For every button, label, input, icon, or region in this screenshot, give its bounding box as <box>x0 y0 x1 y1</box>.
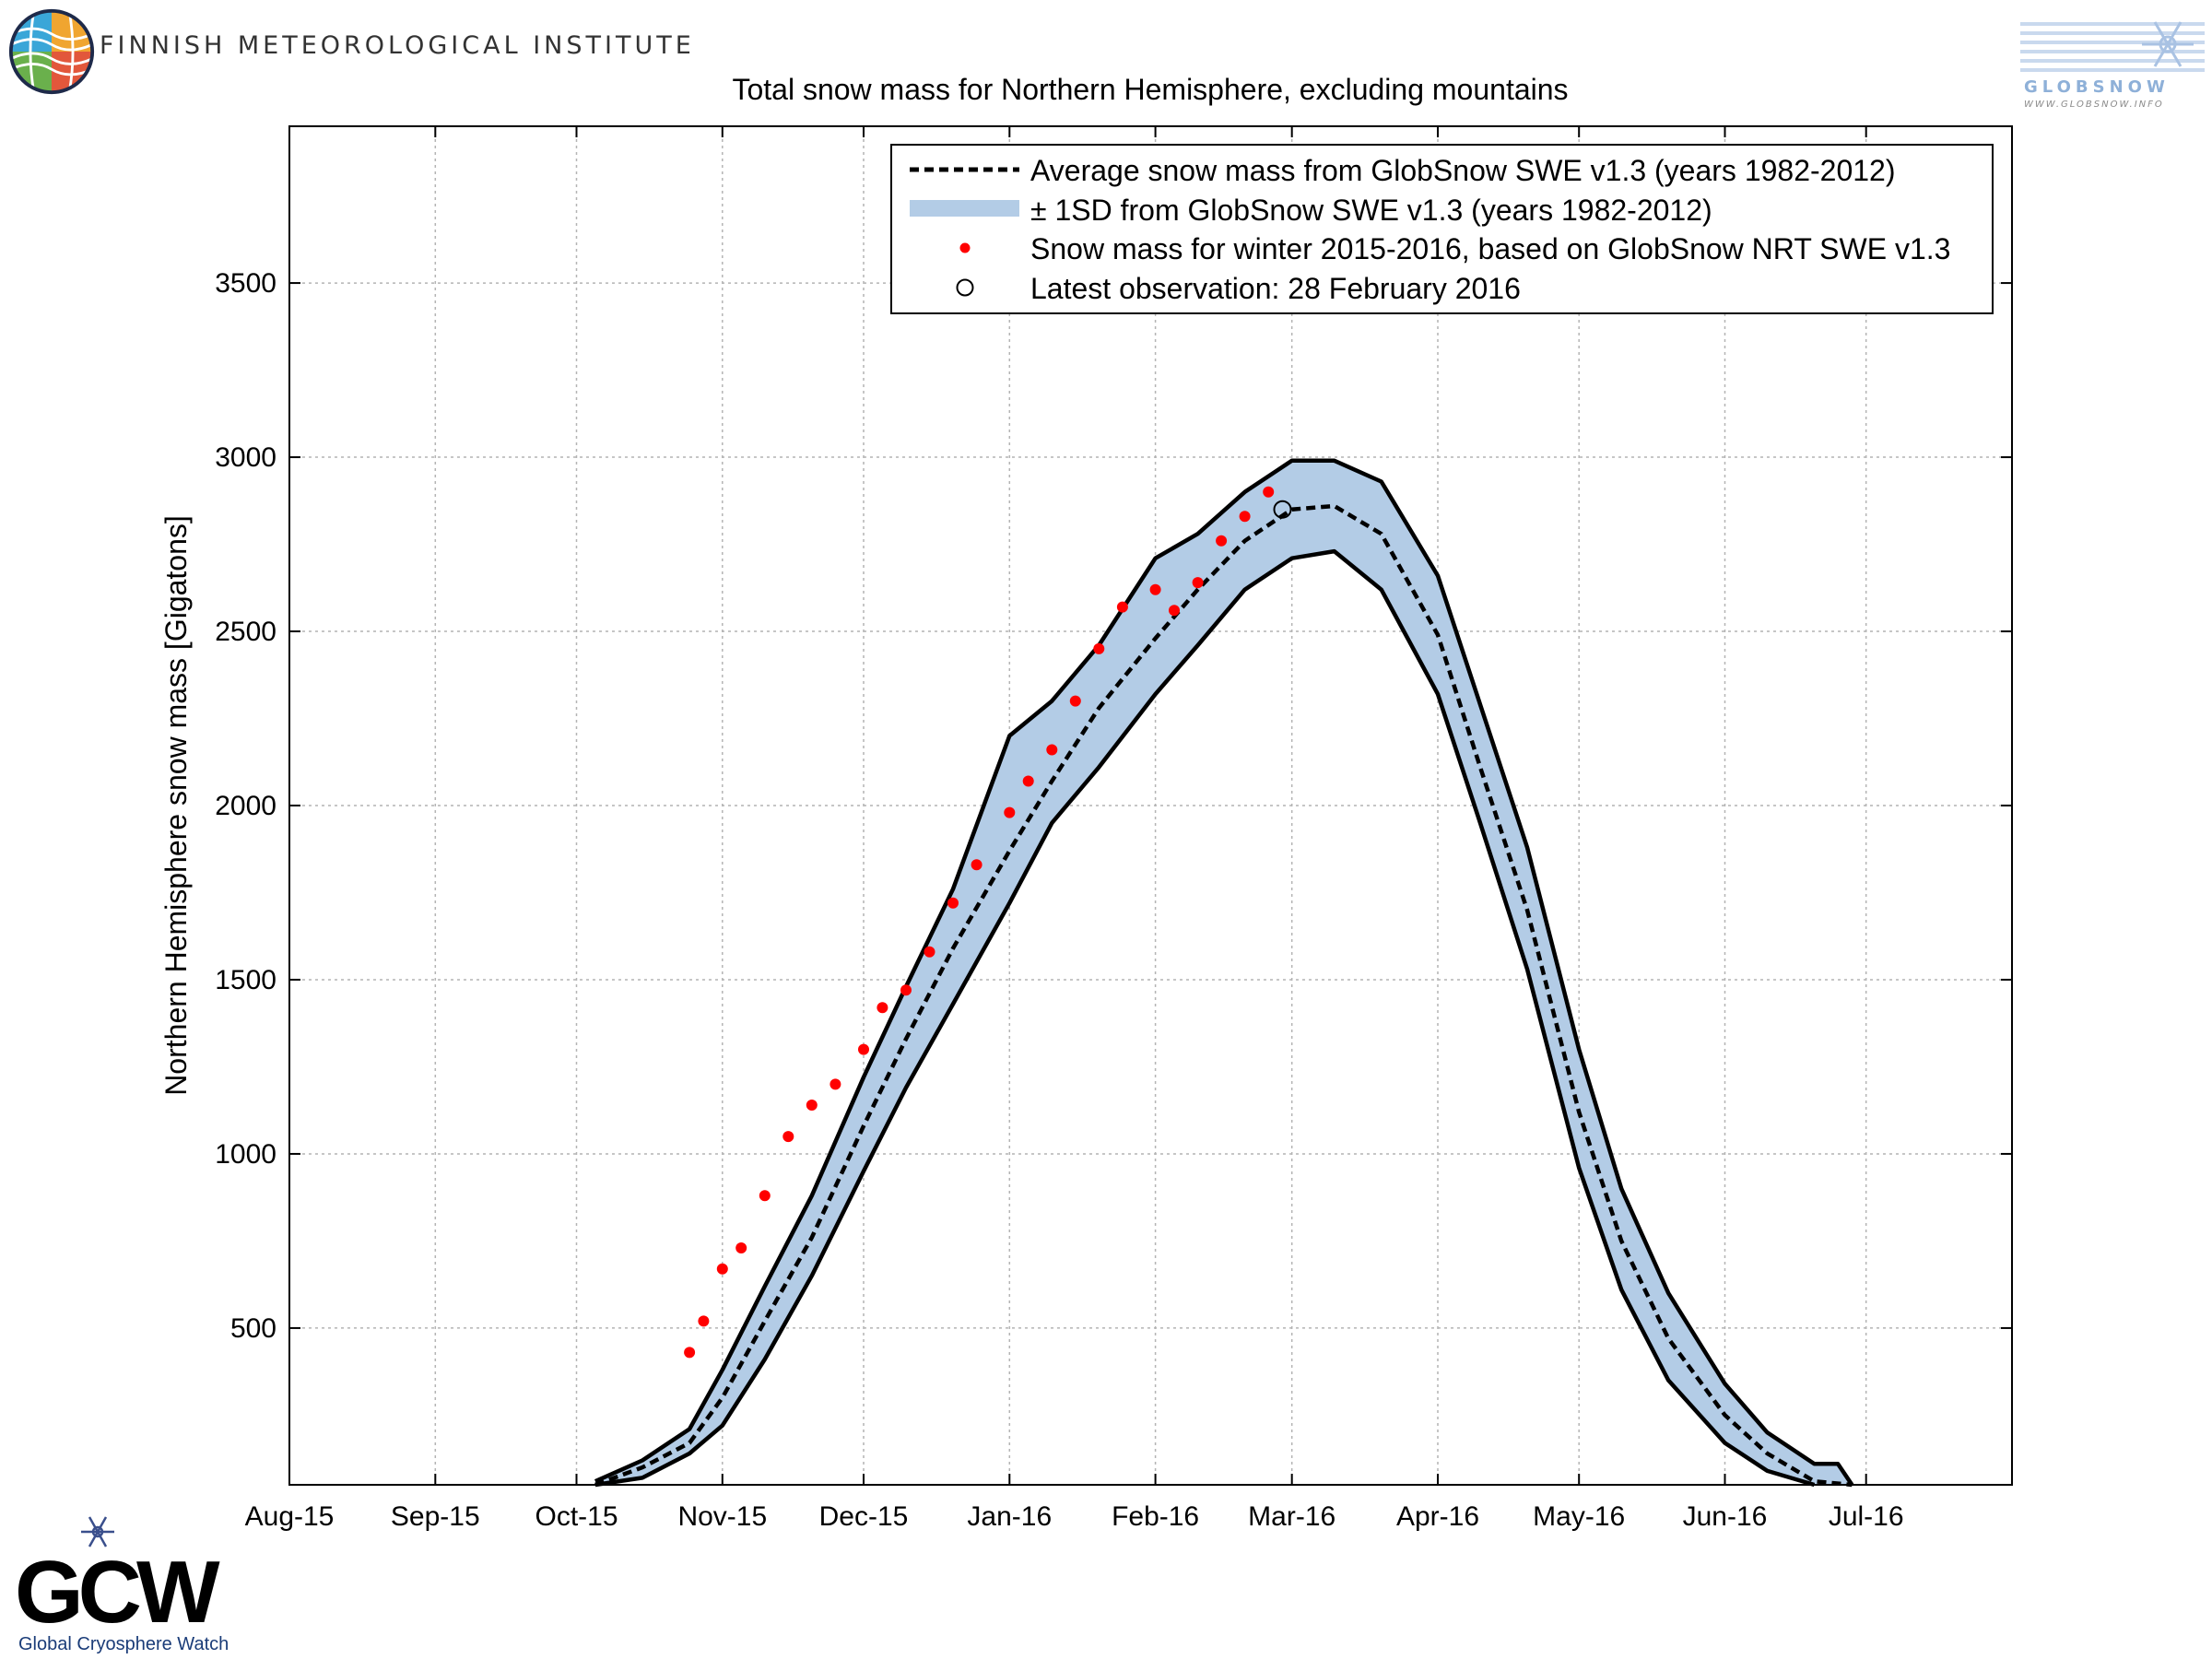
observation-point <box>830 1078 841 1090</box>
tick-label-layer: Aug-15 Sep-15 Oct-15 Nov-15 Dec-15 Jan-16 Feb-… <box>215 268 1903 1532</box>
legend-swatch-band <box>910 200 1019 217</box>
latest-observation-marker <box>1273 500 1292 519</box>
y-tick-label: 1000 <box>215 1139 276 1170</box>
x-tick-label: Dec-15 <box>819 1501 909 1532</box>
observation-point <box>1069 695 1081 707</box>
legend-swatch-latest <box>956 278 974 297</box>
x-tick-label: Feb-16 <box>1112 1501 1199 1532</box>
y-tick-label: 1500 <box>215 965 276 995</box>
x-tick-label: Jun-16 <box>1683 1501 1768 1532</box>
observation-point <box>759 1190 771 1202</box>
globsnow-logo: GLOBSNOW WWW.GLOBSNOW.INFO <box>2020 21 2205 110</box>
tick-layer <box>288 126 2012 1485</box>
legend-label-mean: Average snow mass from GlobSnow SWE v1.3… <box>1030 154 1896 187</box>
gcw-wordmark: GCW <box>15 1543 220 1641</box>
y-tick-label: 2500 <box>215 617 276 647</box>
observation-point <box>716 1263 728 1275</box>
y-axis-label: Northern Hemisphere snow mass [Gigatons] <box>159 515 193 1096</box>
observation-point <box>806 1100 818 1111</box>
legend: Average snow mass from GlobSnow SWE v1.3… <box>890 144 1994 314</box>
gcw-logo: GCW Global Cryosphere Watch <box>15 1516 229 1654</box>
x-tick-label: Sep-15 <box>391 1501 480 1532</box>
observation-point <box>1093 642 1105 654</box>
observation-point <box>900 984 912 996</box>
sd-band-layer <box>594 460 1853 1485</box>
x-tick-label: Aug-15 <box>245 1501 335 1532</box>
observation-point <box>1149 583 1161 595</box>
observation-points-layer <box>684 486 1292 1359</box>
observation-point <box>782 1131 794 1143</box>
x-tick-label: Apr-16 <box>1396 1501 1479 1532</box>
grid-layer <box>289 126 2012 1485</box>
chart-title: Total snow mass for Northern Hemisphere,… <box>732 73 1568 106</box>
sd-upper-line <box>594 458 1854 1487</box>
observation-point <box>1046 744 1058 756</box>
mean-line <box>594 503 1853 1488</box>
observation-point <box>735 1242 747 1253</box>
x-tick-label: Jul-16 <box>1829 1501 1904 1532</box>
observation-point <box>1004 806 1016 818</box>
gcw-tagline: Global Cryosphere Watch <box>18 1634 229 1654</box>
observation-point <box>1192 577 1204 589</box>
legend-label-latest: Latest observation: 28 February 2016 <box>1030 272 1521 305</box>
institute-name: FINNISH METEOROLOGICAL INSTITUTE <box>100 31 695 60</box>
y-tick-label: 500 <box>230 1313 276 1344</box>
observation-point <box>924 946 935 958</box>
observation-point <box>971 859 982 871</box>
fmi-logo <box>8 8 95 95</box>
observation-point <box>1263 486 1275 498</box>
y-tick-label: 3000 <box>215 442 276 473</box>
observation-point <box>947 897 959 909</box>
y-tick-label: 2000 <box>215 791 276 821</box>
observation-point <box>877 1002 888 1014</box>
legend-box <box>890 144 1994 314</box>
legend-swatch-obs <box>959 242 971 253</box>
observation-point <box>684 1347 696 1359</box>
line-layer <box>594 458 1854 1488</box>
x-tick-label: Mar-16 <box>1248 1501 1335 1532</box>
x-tick-label: Jan-16 <box>967 1501 1052 1532</box>
globsnow-url: WWW.GLOBSNOW.INFO <box>2024 100 2164 110</box>
legend-label-obs: Snow mass for winter 2015-2016, based on… <box>1030 232 1950 265</box>
observation-point <box>1116 601 1128 613</box>
legend-label-band: ± 1SD from GlobSnow SWE v1.3 (years 1982… <box>1030 194 1712 227</box>
x-tick-label: May-16 <box>1533 1501 1625 1532</box>
sd-band-area <box>594 460 1853 1485</box>
observation-point <box>1216 535 1228 547</box>
observation-point <box>1169 605 1180 617</box>
x-tick-label: Oct-15 <box>535 1501 618 1532</box>
observation-point <box>1022 775 1034 787</box>
observation-point <box>1239 511 1251 523</box>
observation-point <box>698 1315 710 1327</box>
globsnow-wordmark: GLOBSNOW <box>2024 77 2170 97</box>
y-tick-label: 3500 <box>215 268 276 299</box>
sd-lower-line <box>594 548 1816 1488</box>
x-tick-label: Nov-15 <box>677 1501 767 1532</box>
observation-point <box>858 1043 869 1055</box>
